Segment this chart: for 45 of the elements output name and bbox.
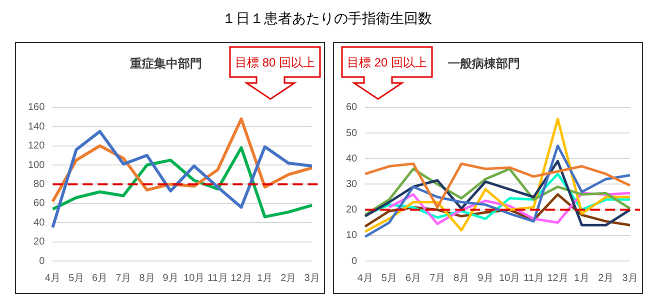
chart-title: 一般病棟部門 <box>448 56 520 71</box>
y-tick-label: 40 <box>34 217 46 228</box>
y-tick-label: 20 <box>34 236 46 248</box>
x-tick-label: 11月 <box>208 272 228 284</box>
x-tick-label: 9月 <box>478 272 494 284</box>
x-tick-label: 1月 <box>574 272 590 284</box>
chart-title: 重症集中部門 <box>129 56 202 71</box>
x-tick-label: 10月 <box>499 272 520 284</box>
y-tick-label: 120 <box>28 140 46 152</box>
x-tick-label: 8月 <box>454 272 470 284</box>
text: １日１患者あたりの手指衛生回数 <box>222 10 432 26</box>
x-tick-label: 2月 <box>598 272 614 284</box>
y-tick-label: 0 <box>352 256 358 267</box>
y-tick-label: 140 <box>28 121 46 132</box>
x-tick-label: 6月 <box>92 272 108 284</box>
x-tick-label: 7月 <box>430 272 446 284</box>
y-tick-label: 80 <box>34 178 46 190</box>
x-tick-label: 9月 <box>162 272 178 284</box>
x-tick-label: 5月 <box>68 272 84 284</box>
x-tick-label: 7月 <box>116 272 132 284</box>
y-tick-label: 100 <box>28 160 46 171</box>
x-tick-label: 10月 <box>184 272 205 284</box>
y-tick-label: 30 <box>346 178 358 190</box>
y-tick-label: 10 <box>346 230 358 242</box>
x-tick-label: 12月 <box>547 272 568 284</box>
y-tick-label: 60 <box>34 198 46 210</box>
x-tick-label: 8月 <box>139 272 155 284</box>
text: 目標 80 回以上 <box>234 55 315 70</box>
y-tick-label: 20 <box>346 204 358 216</box>
x-tick-label: 3月 <box>304 272 320 284</box>
x-tick-label: 5月 <box>381 272 397 284</box>
x-tick-label: 4月 <box>44 272 60 284</box>
y-tick-label: 0 <box>39 256 46 267</box>
y-tick-label: 60 <box>346 102 358 114</box>
y-tick-label: 160 <box>28 102 46 114</box>
x-tick-label: 4月 <box>357 272 373 284</box>
x-tick-label: 12月 <box>230 272 252 284</box>
x-tick-label: 6月 <box>406 272 422 284</box>
text: 目標 20 回以上 <box>347 55 428 70</box>
x-tick-label: 1月 <box>257 272 273 284</box>
x-tick-label: 3月 <box>622 272 638 284</box>
y-tick-label: 40 <box>346 153 358 164</box>
y-tick-label: 50 <box>346 128 358 139</box>
x-tick-label: 2月 <box>280 272 296 284</box>
x-tick-label: 11月 <box>523 272 544 284</box>
